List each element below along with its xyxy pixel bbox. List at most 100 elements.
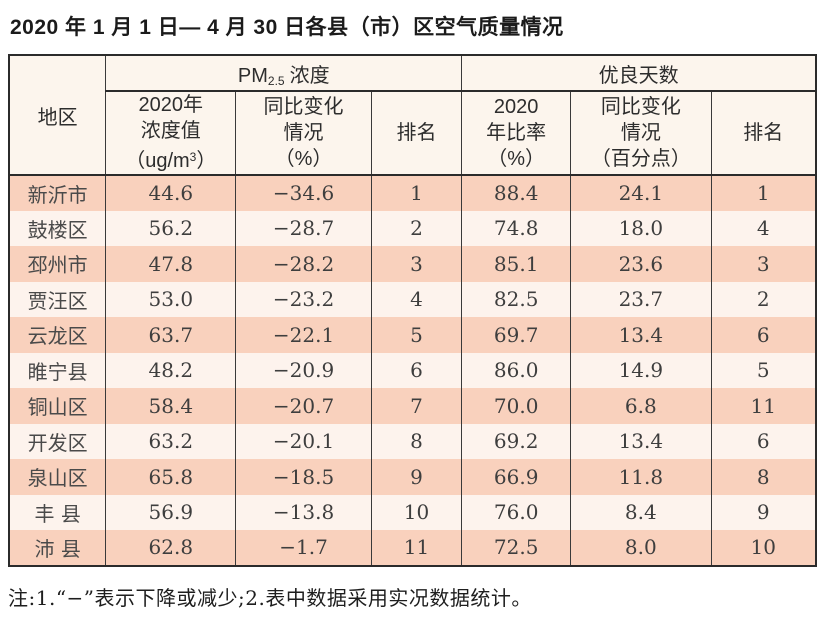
header-line: 同比变化: [263, 96, 344, 118]
pm-value-cell: 58.4: [105, 388, 237, 424]
region-cell: 邳州市: [8, 246, 107, 282]
pm-change-cell: −1.7: [235, 530, 372, 566]
region-cell: 铜山区: [8, 388, 107, 424]
pm-value-cell: 56.2: [105, 210, 237, 246]
region-cell: 鼓楼区: [8, 210, 107, 246]
table-row: 泉山区 65.8 −18.5 9 66.9 11.8 8: [8, 459, 817, 495]
pm-rank-cell: 11: [370, 530, 463, 566]
header-group-row: 地区 PM2.5 浓度 优良天数: [8, 55, 817, 176]
pm-rank-cell: 7: [370, 388, 463, 424]
pm-rank-cell: 6: [370, 352, 463, 388]
good-rank-cell: 10: [710, 530, 817, 566]
pm25-subscript: 2.5: [267, 73, 285, 88]
good-rank-cell: 4: [710, 210, 817, 246]
pm-value-cell: 65.8: [105, 459, 237, 495]
table-row: 新沂市 44.6 −34.6 1 88.4 24.1 1: [8, 175, 817, 211]
good-rank-cell: 6: [710, 423, 817, 459]
pm-value-cell: 44.6: [105, 175, 237, 211]
header-line: 浓度值: [140, 120, 201, 142]
good-rank-cell: 1: [710, 175, 817, 211]
region-cell: 云龙区: [8, 317, 107, 353]
pm-change-cell: −34.6: [235, 175, 372, 211]
pm-value-cell: 63.7: [105, 317, 237, 353]
table-row: 邳州市 47.8 −28.2 3 85.1 23.6 3: [8, 246, 817, 282]
pm-rank-cell: 4: [370, 281, 463, 317]
pm-rank-cell: 2: [370, 210, 463, 246]
pm-value-cell: 56.9: [105, 494, 237, 530]
pm-rank-cell: 9: [370, 459, 463, 495]
good-change-cell: 23.7: [570, 281, 712, 317]
good-ratio-cell: 85.1: [461, 246, 572, 282]
pm-change-cell: −13.8: [235, 494, 372, 530]
pm-change-cell: −22.1: [235, 317, 372, 353]
table-row: 开发区 63.2 −20.1 8 69.2 13.4 6: [8, 423, 817, 459]
header-line: 同比变化: [600, 96, 681, 118]
region-cell: 丰 县: [8, 494, 107, 530]
pm-rank-cell: 3: [370, 246, 463, 282]
cubed-superscript: 3: [189, 150, 197, 164]
pm-change-cell: −18.5: [235, 459, 372, 495]
good-ratio-cell: 66.9: [461, 459, 572, 495]
good-ratio-cell: 86.0: [461, 352, 572, 388]
page-title: 2020 年 1 月 1 日— 4 月 30 日各县（市）区空气质量情况: [10, 16, 564, 39]
good-change-cell: 6.8: [570, 388, 712, 424]
good-rank-cell: 2: [710, 281, 817, 317]
pm-value-cell: 47.8: [105, 246, 237, 282]
table-row: 贾汪区 53.0 −23.2 4 82.5 23.7 2: [8, 281, 817, 317]
pm-change-cell: −28.2: [235, 246, 372, 282]
pm-change-cell: −20.9: [235, 352, 372, 388]
good-change-cell: 13.4: [570, 423, 712, 459]
good-ratio-cell: 76.0: [461, 494, 572, 530]
pm-change-cell: −28.7: [235, 210, 372, 246]
good-rank-cell: 5: [710, 352, 817, 388]
pm-rank-cell: 1: [370, 175, 463, 211]
good-change-cell: 24.1: [570, 175, 712, 211]
pm-value-cell: 62.8: [105, 530, 237, 566]
header-region: 地区: [8, 55, 107, 176]
pm-rank-cell: 5: [370, 317, 463, 353]
region-cell: 泉山区: [8, 459, 107, 495]
header-line: 情况: [283, 122, 324, 144]
header-line: 年比率: [486, 122, 547, 144]
header-line: 2020: [493, 96, 539, 118]
header-pm-value: 2020年 浓度值 （ug/m3）: [105, 91, 237, 176]
good-ratio-cell: 69.7: [461, 317, 572, 353]
good-ratio-cell: 82.5: [461, 281, 572, 317]
header-group-pm25: PM2.5 浓度: [105, 55, 463, 92]
good-rank-cell: 11: [710, 388, 817, 424]
pm-value-cell: 53.0: [105, 281, 237, 317]
header-good-change: 同比变化 情况 （百分点）: [570, 91, 712, 176]
header-pm-rank: 排名: [370, 91, 463, 176]
table-row: 云龙区 63.7 −22.1 5 69.7 13.4 6: [8, 317, 817, 353]
good-ratio-cell: 88.4: [461, 175, 572, 211]
region-cell: 沛 县: [8, 530, 107, 566]
header-line: （%）: [487, 148, 546, 170]
pm-rank-cell: 10: [370, 494, 463, 530]
header-line: （%）: [274, 148, 333, 170]
header-good-rank: 排名: [710, 91, 817, 176]
table-row: 鼓楼区 56.2 −28.7 2 74.8 18.0 4: [8, 210, 817, 246]
good-rank-cell: 9: [710, 494, 817, 530]
region-cell: 新沂市: [8, 175, 107, 211]
good-change-cell: 14.9: [570, 352, 712, 388]
pm-value-cell: 48.2: [105, 352, 237, 388]
good-rank-cell: 6: [710, 317, 817, 353]
air-quality-table: 地区 PM2.5 浓度 优良天数 2020年 浓度值 （ug/m3） 同比变化 情…: [8, 54, 817, 567]
header-line: （百分点）: [590, 148, 691, 170]
footnote: 注:1.“−”表示下降或减少;2.表中数据采用实况数据统计。: [8, 585, 532, 610]
pm-rank-cell: 8: [370, 423, 463, 459]
table-row: 丰 县 56.9 −13.8 10 76.0 8.4 9: [8, 494, 817, 530]
good-ratio-cell: 74.8: [461, 210, 572, 246]
pm25-label: 浓度: [289, 64, 330, 87]
pm-change-cell: −23.2: [235, 281, 372, 317]
good-ratio-cell: 70.0: [461, 388, 572, 424]
header-line: 2020年: [138, 94, 204, 116]
good-change-cell: 11.8: [570, 459, 712, 495]
header-line: 情况: [620, 122, 661, 144]
header-unit: （ug/m3）: [125, 150, 217, 172]
table-row: 沛 县 62.8 −1.7 11 72.5 8.0 10: [8, 530, 817, 566]
header-pm-change: 同比变化 情况 （%）: [235, 91, 372, 176]
table-row: 铜山区 58.4 −20.7 7 70.0 6.8 11: [8, 388, 817, 424]
good-change-cell: 18.0: [570, 210, 712, 246]
region-cell: 贾汪区: [8, 281, 107, 317]
